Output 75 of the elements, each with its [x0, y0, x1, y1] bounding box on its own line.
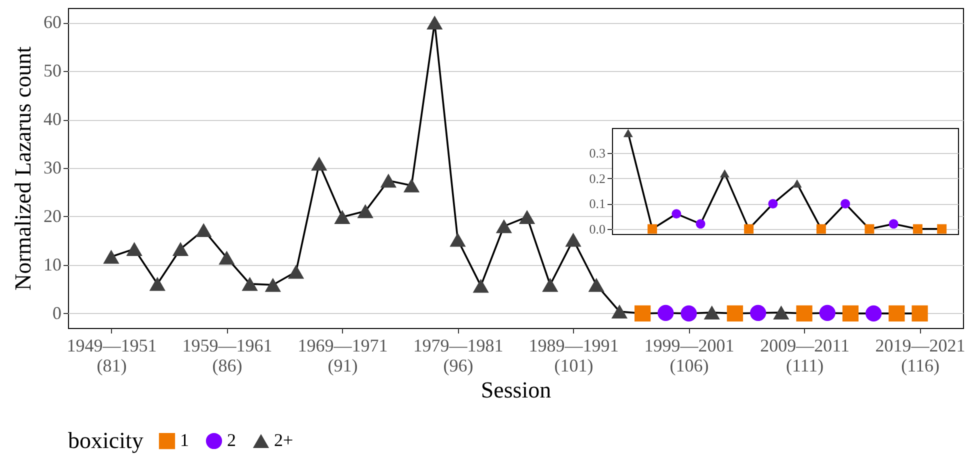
x-tick-label: 1999—2001 (106) [644, 336, 734, 376]
point [750, 304, 766, 322]
point [264, 278, 281, 292]
legend-label: 2+ [274, 430, 294, 450]
point [588, 278, 604, 292]
point [172, 242, 189, 256]
y-tick-label: 0 [52, 302, 62, 323]
point [768, 198, 778, 208]
point [840, 198, 850, 208]
x-tick-label: 1989—1991 (101) [528, 336, 619, 376]
y-tick-label: 0.1 [589, 196, 606, 212]
point [288, 264, 304, 279]
point [357, 204, 374, 218]
x-tick-label: 2009—2011 (111) [760, 336, 850, 376]
point [912, 224, 922, 234]
point [450, 232, 466, 247]
point [103, 250, 120, 264]
y-tick-label: 50 [44, 60, 62, 81]
point [888, 305, 905, 322]
point [634, 305, 651, 322]
legend-title: boxicity [68, 428, 144, 453]
point [311, 156, 328, 171]
x-tick-label: 1949—1951 (81) [66, 336, 157, 376]
point [242, 276, 258, 291]
point [149, 276, 166, 291]
point [126, 242, 142, 256]
point [672, 209, 682, 219]
point [696, 219, 706, 229]
x-tick-label: 2019—2021 (116) [875, 336, 966, 376]
point [796, 305, 812, 322]
point [218, 250, 235, 265]
point [842, 305, 859, 322]
point [888, 219, 898, 229]
x-axis-title: Session [480, 378, 552, 402]
point [496, 219, 512, 234]
point [792, 179, 802, 188]
point [866, 305, 882, 322]
y-tick-label: 20 [44, 206, 62, 226]
point [472, 278, 489, 293]
point [196, 223, 212, 238]
point [648, 224, 658, 234]
point [816, 224, 826, 234]
x-tick-label: 1979—1981 (96) [413, 336, 504, 376]
point [518, 210, 536, 224]
point [744, 224, 754, 234]
y-tick-label: 0.0 [589, 221, 606, 236]
point [403, 178, 420, 192]
y-tick-label: 0.2 [589, 170, 606, 186]
point [680, 305, 697, 322]
point [912, 305, 928, 322]
x-tick-label: 1959—1961 (86) [182, 336, 272, 376]
point [720, 169, 730, 178]
y-tick-label: 60 [44, 12, 62, 32]
point [937, 224, 947, 234]
legend-label: 2 [227, 430, 236, 450]
legend-label: 1 [180, 430, 189, 450]
point [542, 278, 558, 292]
y-tick-label: 0.3 [589, 146, 606, 161]
point [864, 224, 874, 234]
point [380, 174, 396, 188]
point [623, 128, 633, 138]
point [819, 304, 836, 322]
point [773, 306, 790, 320]
point [726, 305, 744, 322]
x-tick-label: 1969—1971 (91) [298, 336, 388, 376]
y-axis-title: Normalized Lazarus count [10, 46, 36, 290]
point [426, 16, 443, 30]
y-tick-label: 30 [44, 158, 62, 178]
point [565, 232, 582, 247]
point [704, 306, 720, 320]
point [658, 304, 674, 322]
y-tick-label: 40 [44, 109, 62, 130]
y-tick-label: 10 [44, 254, 62, 274]
point [611, 304, 628, 318]
point [334, 210, 350, 224]
